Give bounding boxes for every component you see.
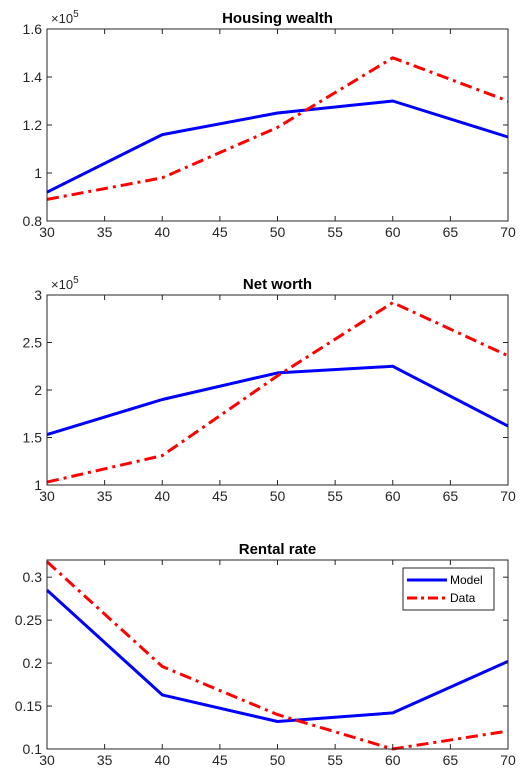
series-group bbox=[45, 560, 509, 751]
series-line-model bbox=[46, 364, 509, 437]
x-tick-label: 65 bbox=[443, 488, 459, 504]
y-tick-label: 0.2 bbox=[23, 655, 43, 671]
y-exponent-label: ×105 bbox=[51, 9, 79, 26]
x-tick-label: 65 bbox=[443, 224, 459, 240]
x-tick-label: 70 bbox=[500, 752, 516, 768]
x-tick-label: 50 bbox=[270, 752, 286, 768]
x-tick-label: 60 bbox=[385, 488, 401, 504]
y-tick-label: 1.2 bbox=[23, 117, 43, 133]
x-tick-label: 60 bbox=[385, 224, 401, 240]
series-group bbox=[46, 301, 509, 484]
x-tick-label: 65 bbox=[443, 752, 459, 768]
chart-title: Rental rate bbox=[239, 541, 317, 558]
series-line-model bbox=[45, 588, 509, 723]
x-tick-label: 30 bbox=[39, 752, 55, 768]
y-tick-label: 1.5 bbox=[23, 430, 43, 446]
series-line-data bbox=[46, 56, 509, 201]
y-exponent-base: ×10 bbox=[51, 277, 73, 292]
x-tick-label: 55 bbox=[327, 752, 343, 768]
subplot-1: Housing wealth 30 35 40 45 50 55 60 65 70 0.8 1 1.2 1… bbox=[23, 9, 516, 240]
y-exponent-power: 5 bbox=[73, 275, 79, 286]
x-tick-label: 50 bbox=[270, 224, 286, 240]
y-tick-label: 0.1 bbox=[23, 741, 43, 757]
y-tick-label: 1 bbox=[34, 165, 42, 181]
legend: Model Data bbox=[402, 567, 495, 611]
x-tick-label: 45 bbox=[212, 488, 228, 504]
y-tick-label: 2.5 bbox=[23, 335, 43, 351]
y-tick-label: 0.3 bbox=[23, 569, 43, 585]
x-tick-label: 70 bbox=[500, 224, 516, 240]
x-tick-label: 70 bbox=[500, 488, 516, 504]
y-exponent-label: ×105 bbox=[51, 275, 79, 292]
y-tick-label: 1 bbox=[34, 477, 42, 493]
y-exponent-power: 5 bbox=[73, 9, 79, 20]
x-tick-label: 40 bbox=[154, 488, 170, 504]
plot-area bbox=[47, 29, 508, 221]
x-tick-label: 55 bbox=[327, 488, 343, 504]
y-tick-label: 1.4 bbox=[23, 69, 43, 85]
series-line-data bbox=[45, 560, 509, 751]
y-tick-label: 1.6 bbox=[23, 21, 43, 37]
chart-title: Net worth bbox=[243, 276, 312, 293]
x-tick-label: 60 bbox=[385, 752, 401, 768]
legend-label-model: Model bbox=[450, 573, 483, 587]
subplot-2: Net worth 30 35 40 45 50 55 60 65 70 1 1.5 2 2.5 3 ×105 bbox=[23, 275, 516, 504]
y-tick-label: 0.15 bbox=[15, 698, 42, 714]
x-tick-label: 45 bbox=[212, 224, 228, 240]
y-tick-label: 2 bbox=[34, 382, 42, 398]
y-tick-label: 3 bbox=[34, 287, 42, 303]
x-tick-label: 40 bbox=[154, 224, 170, 240]
y-tick-label: 0.25 bbox=[15, 612, 42, 628]
x-tick-label: 35 bbox=[97, 752, 113, 768]
x-tick-label: 50 bbox=[270, 488, 286, 504]
plot-area bbox=[47, 295, 508, 485]
y-exponent-base: ×10 bbox=[51, 11, 73, 26]
x-tick-label: 35 bbox=[97, 224, 113, 240]
x-tick-label: 45 bbox=[212, 752, 228, 768]
x-tick-label: 30 bbox=[39, 488, 55, 504]
x-tick-label: 35 bbox=[97, 488, 113, 504]
y-tick-label: 0.8 bbox=[23, 213, 43, 229]
x-tick-label: 30 bbox=[39, 224, 55, 240]
x-tick-label: 40 bbox=[154, 752, 170, 768]
x-tick-label: 55 bbox=[327, 224, 343, 240]
legend-box bbox=[402, 567, 495, 611]
chart-title: Housing wealth bbox=[222, 10, 333, 27]
legend-label-data: Data bbox=[450, 591, 476, 605]
series-line-data bbox=[46, 301, 509, 484]
series-line-model bbox=[46, 99, 509, 194]
series-group bbox=[46, 56, 509, 201]
subplot-3: Rental rate 30 35 40 45 50 55 60 65 70 0.1 0.15 0.2 0… bbox=[15, 541, 516, 768]
